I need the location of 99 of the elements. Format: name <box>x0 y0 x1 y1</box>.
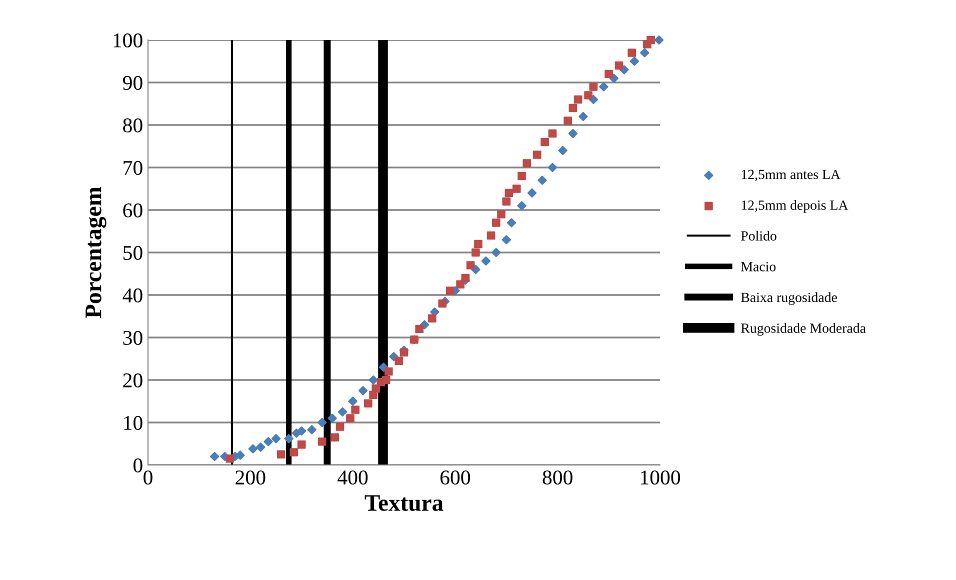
point <box>264 437 273 446</box>
point <box>328 414 337 423</box>
point <box>564 116 572 125</box>
y-tick-label: 60 <box>123 203 142 218</box>
point <box>336 422 344 431</box>
point <box>400 348 408 357</box>
legend-label: 12,5mm depois LA <box>742 200 848 213</box>
y-tick-label: 0 <box>134 458 142 472</box>
point <box>290 448 298 456</box>
point <box>474 240 482 248</box>
point <box>548 162 558 172</box>
y-tick-label: 10 <box>124 416 142 430</box>
point <box>348 396 358 406</box>
point <box>502 197 511 206</box>
point <box>415 324 424 334</box>
point <box>382 376 390 384</box>
x-tick-label: 800 <box>542 470 572 485</box>
y-tick-label: 50 <box>124 246 142 260</box>
point <box>446 286 454 295</box>
point <box>284 434 294 444</box>
point <box>527 188 537 198</box>
point <box>297 440 306 449</box>
legend-label: Macio <box>741 262 776 272</box>
point <box>226 454 234 463</box>
point <box>351 406 360 414</box>
point <box>640 48 650 58</box>
x-tick-label: 200 <box>236 470 266 485</box>
point <box>504 188 514 198</box>
point <box>276 450 286 459</box>
x-tick-label: 400 <box>338 470 368 485</box>
point <box>628 48 636 57</box>
point <box>522 159 532 168</box>
point <box>256 442 266 452</box>
point <box>540 138 549 146</box>
point <box>614 61 624 70</box>
x-axis-title: Textura <box>364 495 444 511</box>
legend-label: Polido <box>741 230 776 241</box>
point <box>548 129 557 138</box>
point <box>538 176 547 185</box>
point <box>654 35 664 45</box>
point <box>338 407 348 416</box>
x-tick-label: 600 <box>440 470 470 485</box>
point <box>497 210 506 218</box>
y-tick-label: 20 <box>123 373 142 388</box>
point <box>517 201 526 210</box>
point <box>568 104 578 112</box>
point <box>368 375 378 385</box>
point <box>330 433 340 442</box>
y-tick-label: 100 <box>114 33 142 48</box>
point <box>568 128 578 138</box>
point <box>492 218 500 227</box>
legend-label: Rugosidade Moderada <box>741 323 866 336</box>
point <box>358 386 368 396</box>
point <box>506 218 516 228</box>
point <box>481 256 491 266</box>
point <box>512 184 521 193</box>
point <box>438 299 447 308</box>
point <box>317 418 327 428</box>
point <box>604 70 613 78</box>
y-axis-title: Porcentagem <box>86 186 106 318</box>
y-tick-label: 70 <box>124 160 142 175</box>
point <box>584 91 592 100</box>
point <box>486 231 496 240</box>
point <box>472 248 480 257</box>
point <box>372 384 380 393</box>
point <box>271 434 281 444</box>
y-tick-label: 40 <box>122 288 142 302</box>
point <box>307 425 316 434</box>
point <box>210 452 220 462</box>
point <box>456 280 464 289</box>
point <box>318 437 326 446</box>
point <box>384 367 393 376</box>
point <box>461 274 470 282</box>
x-tick-label: 0 <box>144 470 152 485</box>
point <box>646 36 655 44</box>
point <box>589 82 598 91</box>
point <box>492 248 501 258</box>
point <box>630 56 640 66</box>
point <box>558 146 568 156</box>
y-tick-label: 80 <box>123 118 142 132</box>
point <box>599 82 608 92</box>
x-tick-label: 1000 <box>641 470 680 485</box>
point <box>518 172 526 180</box>
point <box>378 362 388 372</box>
point <box>346 414 354 422</box>
point <box>532 150 542 159</box>
y-tick-label: 90 <box>122 76 142 90</box>
point <box>394 356 404 366</box>
point <box>574 95 582 104</box>
point <box>296 426 306 436</box>
point <box>466 261 475 270</box>
point <box>502 235 512 244</box>
point <box>248 444 258 454</box>
legend-label: Baixa rugosidade <box>741 292 837 305</box>
point <box>364 399 372 408</box>
y-tick-label: 30 <box>123 330 142 345</box>
point <box>428 314 436 323</box>
point <box>578 112 588 122</box>
legend-label: 12,5mm antes LA <box>742 170 840 182</box>
